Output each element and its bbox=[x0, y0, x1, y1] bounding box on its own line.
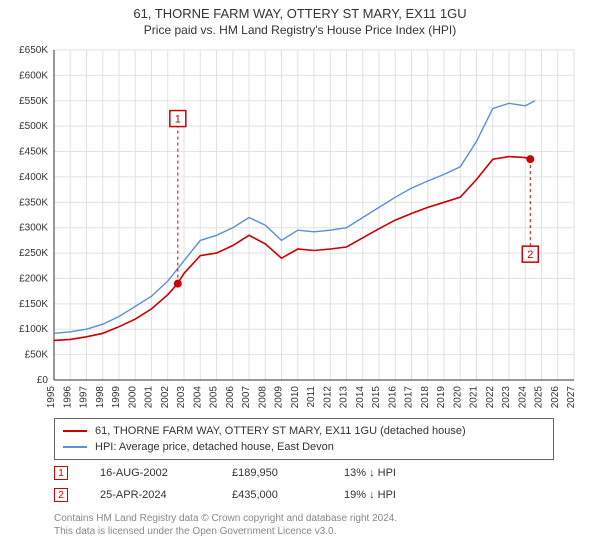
svg-text:£150K: £150K bbox=[19, 299, 48, 310]
svg-text:£0: £0 bbox=[37, 375, 49, 386]
svg-text:1998: 1998 bbox=[95, 386, 106, 409]
table-row: 1 16-AUG-2002 £189,950 13% ↓ HPI bbox=[54, 462, 434, 484]
footer-line2: This data is licensed under the Open Gov… bbox=[54, 525, 397, 538]
svg-text:£400K: £400K bbox=[19, 172, 48, 183]
transaction-diff: 19% ↓ HPI bbox=[344, 489, 434, 501]
page-title: 61, THORNE FARM WAY, OTTERY ST MARY, EX1… bbox=[0, 6, 600, 21]
svg-text:£200K: £200K bbox=[19, 273, 48, 284]
svg-text:2020: 2020 bbox=[452, 386, 463, 409]
svg-text:2000: 2000 bbox=[127, 386, 138, 409]
svg-text:£250K: £250K bbox=[19, 248, 48, 259]
legend-swatch bbox=[63, 446, 87, 448]
svg-text:1997: 1997 bbox=[79, 386, 90, 409]
footer-line1: Contains HM Land Registry data © Crown c… bbox=[54, 512, 397, 525]
legend-label: HPI: Average price, detached house, East… bbox=[95, 441, 334, 453]
svg-text:2007: 2007 bbox=[241, 386, 252, 409]
transaction-price: £435,000 bbox=[232, 489, 312, 501]
svg-text:2025: 2025 bbox=[534, 386, 545, 409]
svg-text:2004: 2004 bbox=[192, 386, 203, 409]
svg-text:2008: 2008 bbox=[257, 386, 268, 409]
svg-text:2019: 2019 bbox=[436, 386, 447, 409]
legend: 61, THORNE FARM WAY, OTTERY ST MARY, EX1… bbox=[54, 418, 554, 460]
transaction-date: 16-AUG-2002 bbox=[100, 467, 200, 479]
svg-text:2015: 2015 bbox=[371, 386, 382, 409]
svg-text:1996: 1996 bbox=[62, 386, 73, 409]
svg-text:2: 2 bbox=[527, 249, 533, 261]
svg-text:2001: 2001 bbox=[144, 386, 155, 409]
svg-text:£650K: £650K bbox=[19, 45, 48, 56]
svg-text:2014: 2014 bbox=[355, 386, 366, 409]
svg-text:£50K: £50K bbox=[25, 350, 49, 361]
svg-text:2024: 2024 bbox=[517, 386, 528, 409]
page-subtitle: Price paid vs. HM Land Registry's House … bbox=[0, 23, 600, 37]
svg-text:2013: 2013 bbox=[339, 386, 350, 409]
svg-text:2003: 2003 bbox=[176, 386, 187, 409]
svg-text:2011: 2011 bbox=[306, 386, 317, 408]
legend-row: HPI: Average price, detached house, East… bbox=[63, 439, 545, 455]
transaction-diff: 13% ↓ HPI bbox=[344, 467, 434, 479]
svg-text:2009: 2009 bbox=[274, 386, 285, 409]
svg-text:2016: 2016 bbox=[387, 386, 398, 409]
legend-swatch bbox=[63, 430, 87, 432]
transaction-price: £189,950 bbox=[232, 467, 312, 479]
svg-text:2017: 2017 bbox=[404, 386, 415, 409]
svg-text:2012: 2012 bbox=[322, 386, 333, 409]
svg-text:2010: 2010 bbox=[290, 386, 301, 409]
transaction-table: 1 16-AUG-2002 £189,950 13% ↓ HPI 2 25-APR-202… bbox=[54, 462, 434, 506]
svg-text:2021: 2021 bbox=[469, 386, 480, 409]
price-chart: £0 £50K £100K £150K £200K £250K £300K £350K £400… bbox=[0, 42, 600, 412]
svg-text:2002: 2002 bbox=[160, 386, 171, 409]
svg-text:2023: 2023 bbox=[501, 386, 512, 409]
svg-text:£450K: £450K bbox=[19, 147, 48, 158]
svg-text:£500K: £500K bbox=[19, 121, 48, 132]
svg-text:£100K: £100K bbox=[19, 324, 48, 335]
svg-text:2022: 2022 bbox=[485, 386, 496, 409]
svg-text:£300K: £300K bbox=[19, 223, 48, 234]
table-row: 2 25-APR-2024 £435,000 19% ↓ HPI bbox=[54, 484, 434, 506]
svg-text:1999: 1999 bbox=[111, 386, 122, 409]
svg-text:1: 1 bbox=[175, 114, 181, 126]
svg-text:1995: 1995 bbox=[46, 386, 57, 409]
svg-text:2026: 2026 bbox=[550, 386, 561, 409]
legend-row: 61, THORNE FARM WAY, OTTERY ST MARY, EX1… bbox=[63, 423, 545, 439]
transaction-marker: 1 bbox=[54, 466, 68, 480]
transaction-marker: 2 bbox=[54, 488, 68, 502]
svg-text:2018: 2018 bbox=[420, 386, 431, 409]
legend-label: 61, THORNE FARM WAY, OTTERY ST MARY, EX1… bbox=[95, 425, 466, 437]
svg-text:2006: 2006 bbox=[225, 386, 236, 409]
svg-text:2005: 2005 bbox=[209, 386, 220, 409]
svg-text:£350K: £350K bbox=[19, 197, 48, 208]
svg-text:£600K: £600K bbox=[19, 70, 48, 81]
svg-text:2027: 2027 bbox=[566, 386, 577, 409]
svg-text:£550K: £550K bbox=[19, 96, 48, 107]
transaction-date: 25-APR-2024 bbox=[100, 489, 200, 501]
footer-attribution: Contains HM Land Registry data © Crown c… bbox=[54, 512, 397, 538]
